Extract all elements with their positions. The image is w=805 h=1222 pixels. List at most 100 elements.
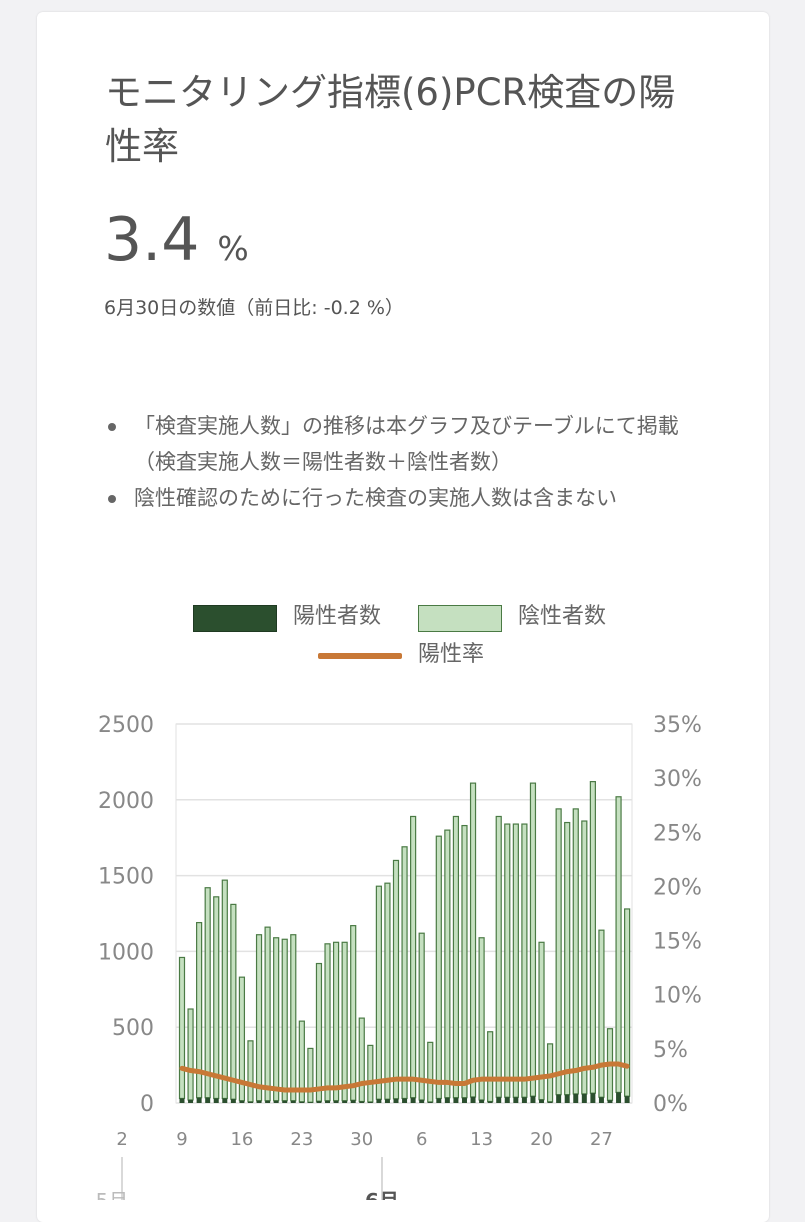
- bar-negative: [495, 815, 502, 1098]
- bar-positive: [325, 1100, 331, 1103]
- notes-list: 「検査実施人数」の推移は本グラフ及びテーブルにて掲載（検査実施人数＝陽性者数＋陰…: [104, 408, 714, 516]
- bar-negative: [589, 781, 596, 1094]
- bar-positive: [222, 1098, 228, 1103]
- left-axis-ticks: 2500 2000 1500 1000 500 0: [98, 713, 154, 1117]
- bar-positive: [290, 1100, 296, 1103]
- legend-label-positive[interactable]: 陽性者数: [293, 604, 382, 629]
- note-item: 「検査実施人数」の推移は本グラフ及びテーブルにて掲載（検査実施人数＝陽性者数＋陰…: [104, 408, 714, 480]
- bar-positive: [496, 1097, 502, 1103]
- bar-positive: [436, 1098, 442, 1103]
- x-axis: 2 9 16 23 30 6 13 20 27 5月 6月: [96, 1129, 613, 1200]
- x-tick-label: 30: [350, 1129, 373, 1150]
- bar-negative: [375, 885, 382, 1100]
- right-axis-tick-label: 10%: [653, 984, 702, 1009]
- bar-negative: [255, 934, 263, 1102]
- bar-positive: [607, 1100, 613, 1103]
- bar-negative: [478, 937, 485, 1101]
- bar-negative: [512, 823, 519, 1098]
- bar-positive: [624, 1096, 630, 1103]
- right-axis-tick-label: 20%: [653, 875, 702, 900]
- legend-label-negative[interactable]: 陰性者数: [518, 604, 607, 629]
- date-note: 6月30日の数値（前日比: -0.2 %）: [104, 297, 404, 319]
- positivity-rate-value: 3.4: [104, 205, 200, 275]
- legend-swatch-negative[interactable]: [418, 605, 502, 632]
- bar-negative: [178, 956, 186, 1100]
- month-label: 5月: [96, 1189, 129, 1200]
- legend-swatch-rate[interactable]: [318, 653, 402, 659]
- bar-negative: [230, 903, 237, 1100]
- right-axis-tick-label: 0%: [653, 1092, 688, 1117]
- x-tick-label: 16: [230, 1129, 253, 1150]
- current-value: 3.4%: [104, 205, 249, 275]
- bar-negative: [332, 941, 340, 1102]
- bar-negative: [564, 821, 571, 1096]
- bar-positive: [342, 1100, 348, 1103]
- bar-positive: [265, 1100, 271, 1103]
- bar-negative: [392, 859, 400, 1100]
- bar-positive: [402, 1098, 408, 1103]
- bar-negative: [324, 943, 331, 1102]
- x-tick-label: 9: [176, 1129, 187, 1150]
- bar-positive: [573, 1093, 579, 1103]
- bar-negative: [598, 929, 605, 1098]
- bar-negative: [187, 1008, 194, 1101]
- bar-positive: [247, 1101, 253, 1103]
- bar-negative: [504, 823, 511, 1098]
- bar-negative: [307, 1047, 314, 1103]
- bar-positive: [616, 1092, 622, 1103]
- bar-positive: [179, 1098, 185, 1103]
- legend-swatch-positive[interactable]: [193, 605, 277, 632]
- bar-negative: [418, 932, 425, 1101]
- bar-negative: [350, 925, 357, 1101]
- bar-negative: [273, 937, 280, 1102]
- bar-positive: [307, 1102, 313, 1103]
- bar-negative: [461, 824, 468, 1099]
- left-axis-tick-label: 500: [112, 1016, 154, 1041]
- bar-positive: [239, 1100, 245, 1103]
- right-axis-tick-label: 15%: [653, 930, 702, 955]
- bar-negative: [358, 1017, 365, 1103]
- bar-negative: [264, 926, 271, 1102]
- right-axis-ticks: 35% 30% 25% 20% 15% 10% 5% 0%: [653, 713, 702, 1117]
- bar-positive: [556, 1094, 562, 1103]
- right-axis-tick-label: 35%: [653, 713, 702, 738]
- left-axis-tick-label: 0: [140, 1092, 154, 1117]
- bar-negative: [427, 1041, 434, 1103]
- right-axis-tick-label: 5%: [653, 1038, 688, 1063]
- bar-negative: [213, 896, 220, 1100]
- x-tick-label: 2: [116, 1129, 127, 1150]
- x-tick-label: 13: [470, 1129, 493, 1150]
- right-axis-tick-label: 30%: [653, 767, 702, 792]
- bar-positive: [359, 1101, 365, 1103]
- x-tick-label: 6: [416, 1129, 427, 1150]
- right-axis-tick-label: 25%: [653, 821, 702, 846]
- left-axis-tick-label: 1000: [98, 940, 154, 965]
- bar-negative: [281, 938, 288, 1102]
- bar-positive: [513, 1097, 519, 1103]
- bar-negative: [555, 808, 562, 1096]
- bar-negative: [204, 887, 211, 1099]
- chart-bars: [178, 781, 631, 1103]
- rate-line: [179, 1061, 630, 1093]
- bar-positive: [487, 1101, 493, 1103]
- bar-negative: [341, 941, 348, 1102]
- bar-positive: [410, 1097, 416, 1103]
- bar-positive: [590, 1093, 596, 1103]
- bar-positive: [205, 1097, 211, 1103]
- bar-positive: [479, 1099, 485, 1103]
- bar-negative: [435, 835, 442, 1100]
- bar-positive: [273, 1100, 279, 1103]
- bar-negative: [581, 820, 588, 1095]
- left-axis-tick-label: 2000: [98, 789, 154, 814]
- bar-negative: [452, 815, 460, 1099]
- bar-positive: [581, 1093, 587, 1103]
- bar-positive: [521, 1097, 527, 1103]
- x-tick-label: 20: [530, 1129, 553, 1150]
- bar-positive: [282, 1100, 288, 1103]
- bar-positive: [350, 1100, 356, 1103]
- bar-positive: [316, 1101, 322, 1103]
- bar-negative: [315, 962, 323, 1102]
- x-tick-label: 27: [590, 1129, 613, 1150]
- bar-positive: [539, 1099, 545, 1103]
- legend-label-rate[interactable]: 陽性率: [418, 642, 485, 667]
